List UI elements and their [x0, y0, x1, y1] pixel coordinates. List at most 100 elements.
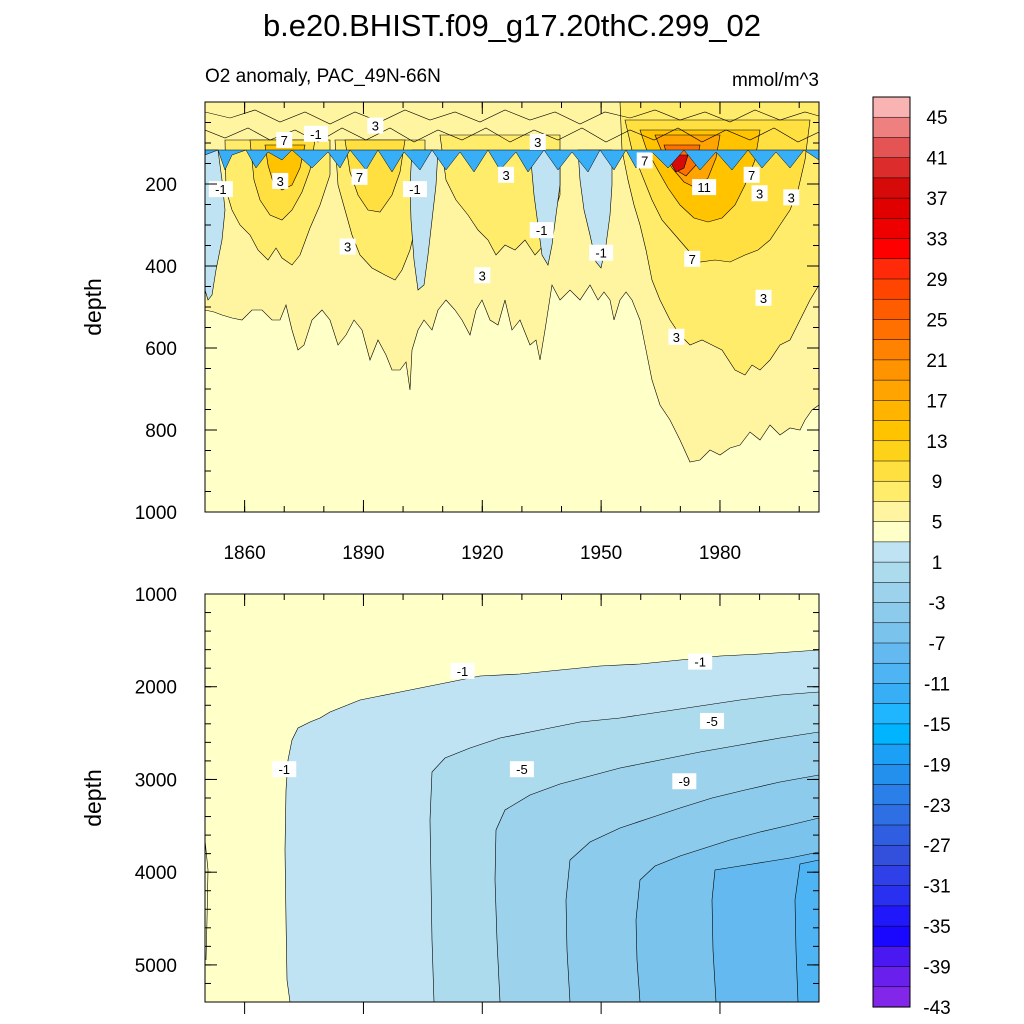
colorbar-swatch: [872, 946, 911, 968]
top-contour-line-b: [205, 127, 819, 143]
colorbar-swatch: [872, 521, 911, 543]
contour-label: 7: [356, 170, 363, 185]
top-contour-field: [205, 102, 819, 512]
colorbar-swatch: [872, 177, 911, 199]
colorbar-swatch: [872, 359, 911, 381]
colorbar-swatch: [872, 885, 911, 907]
colorbar-swatch: [872, 319, 911, 341]
top-y-tick-label: 800: [145, 421, 177, 442]
contour-label: 3: [756, 186, 763, 201]
colorbar-swatch: [872, 602, 911, 624]
contour-label: -5: [706, 714, 718, 729]
top-x-tick-label: 1890: [342, 543, 384, 564]
panel-subtitle-left: O2 anomaly, PAC_49N-66N: [205, 66, 441, 87]
contour-label: -1: [278, 762, 290, 777]
colorbar-label: 17: [926, 391, 947, 412]
contour-label: -1: [694, 655, 706, 670]
top-contour-lines: [205, 109, 819, 143]
contour-label-box: [743, 166, 760, 183]
colorbar-label: 45: [926, 108, 947, 129]
colorbar-swatch: [872, 460, 911, 482]
figure-title: b.e20.BHIST.f09_g17.20thC.299_02: [263, 8, 761, 43]
colorbar-swatch: [872, 137, 911, 159]
colorbar-label: -15: [923, 715, 950, 736]
colorbar-swatch: [872, 844, 911, 866]
contour-label-box: [688, 653, 713, 670]
colorbar-swatch: [872, 582, 911, 604]
contour-label: 11: [697, 180, 711, 195]
colorbar-swatch: [872, 238, 911, 260]
colorbar-swatch: [872, 703, 911, 725]
contour-label: -1: [310, 127, 322, 142]
bottom-left-edge-line: [205, 839, 209, 961]
colorbar-swatch: [872, 298, 911, 320]
top-x-tick-label: 1980: [699, 543, 741, 564]
bottom-y-tick-label: 2000: [135, 678, 177, 699]
top-negative-stripe-band: [205, 149, 819, 173]
colorbar-swatch: [872, 96, 911, 118]
colorbar-swatch: [872, 723, 911, 745]
contour-label-box: [636, 152, 653, 169]
bottom-contour-labels: -1 -1 -1 -5 -5 -9: [272, 653, 725, 790]
contour-label: 3: [788, 190, 795, 205]
top-y-ticks: 200 400 600 800 1000: [135, 101, 819, 524]
bottom-y-tick-label: 5000: [135, 956, 177, 977]
bottom-contour-band-minus-13: [794, 859, 819, 1002]
colorbar-label: -23: [923, 796, 950, 817]
contour-label-box: [367, 117, 384, 134]
colorbar-label: -19: [923, 755, 950, 776]
colorbar-label: 21: [926, 351, 947, 372]
contour-label-box: [589, 244, 614, 261]
contour-label: -1: [409, 182, 421, 197]
bottom-x-ticks: [204, 594, 800, 1014]
colorbar-label: 29: [926, 270, 947, 291]
colorbar-swatch: [872, 683, 911, 705]
colorbar-swatch: [872, 116, 911, 138]
contour-label: 7: [748, 168, 755, 183]
contour-label: 7: [689, 252, 696, 267]
colorbar-label: -39: [923, 958, 950, 979]
contour-label-box: [402, 181, 427, 198]
colorbar-swatch: [872, 339, 911, 361]
contour-label-box: [751, 185, 768, 202]
contour-label-box: [529, 134, 546, 150]
colorbar-swatch: [872, 379, 911, 401]
contour-label-box: [509, 761, 534, 778]
colorbar-label: -43: [923, 998, 950, 1019]
bottom-y-ticks: 1000 2000 3000 4000 5000: [135, 585, 819, 1003]
colorbar-swatch: [872, 480, 911, 502]
contour-label-box: [783, 189, 800, 206]
bottom-y-tick-label: 1000: [135, 585, 177, 606]
contour-label: 3: [344, 240, 351, 255]
bottom-y-axis-title: depth: [80, 769, 106, 827]
colorbar-label: 13: [926, 432, 947, 453]
colorbar-swatch: [872, 278, 911, 300]
bottom-contour-band-minus-11: [711, 851, 819, 1002]
contour-label: 3: [760, 291, 767, 306]
colorbar-swatch: [872, 420, 911, 442]
contour-label: 7: [641, 153, 648, 168]
colorbar-swatch: [872, 865, 911, 887]
panel-units-label: mmol/m^3: [732, 70, 819, 91]
contour-label-box: [208, 181, 233, 198]
colorbar-label: -7: [929, 634, 946, 655]
colorbar-swatch: [872, 258, 911, 280]
colorbar-swatch: [872, 541, 911, 563]
contour-label-box: [272, 172, 289, 189]
contour-label-box: [498, 166, 515, 183]
contour-label-box: [276, 131, 293, 148]
contour-label-box: [450, 662, 475, 679]
colorbar-label: 41: [926, 149, 947, 170]
colorbar-swatch: [872, 400, 911, 422]
colorbar-label: 33: [926, 230, 947, 251]
contour-label-box: [272, 761, 297, 778]
colorbar-swatch: [872, 764, 911, 786]
contour-label-box: [339, 238, 356, 255]
colorbar-swatch: [872, 642, 911, 664]
colorbar-swatch: [872, 966, 911, 988]
top-contour-band-minus-1d: [577, 149, 613, 269]
contour-label: -1: [457, 664, 469, 679]
colorbar-swatch: [872, 824, 911, 846]
